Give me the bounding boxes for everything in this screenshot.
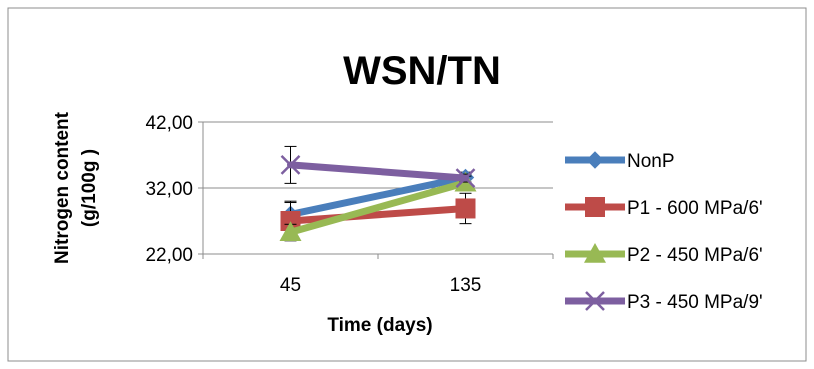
- legend-label: P3 - 450 MPa/9': [627, 292, 763, 313]
- data-point: [280, 155, 301, 175]
- legend-marker: [584, 243, 606, 263]
- legend-marker: [585, 197, 605, 217]
- y-tick-label: 32,00: [145, 179, 193, 200]
- series-3: [280, 145, 476, 188]
- data-point: [279, 221, 302, 242]
- series-layer: [279, 145, 477, 242]
- axis-layer: [198, 121, 554, 259]
- legend-marker: [586, 151, 604, 169]
- y-axis-label-line1: Nitrogen content: [52, 111, 73, 264]
- legend-label: NonP: [627, 151, 675, 172]
- legend: NonP P1 - 600 MPa/6' P2 - 450 MPa/6' P3 - 4…: [565, 151, 763, 313]
- data-point: [280, 211, 301, 231]
- y-tick-label: 42,00: [145, 113, 193, 134]
- chart-title: WSN/TN: [343, 49, 501, 93]
- grid-layer: [203, 121, 553, 189]
- legend-label: P1 - 600 MPa/6': [627, 198, 763, 219]
- chart-border: [7, 7, 807, 362]
- y-tick-label: 22,00: [145, 245, 193, 266]
- data-point: [455, 168, 476, 188]
- x-tick-label: 45: [280, 275, 301, 296]
- tick-label-layer: 22,00 32,00 42,00 45 135: [145, 113, 481, 296]
- legend-item: NonP: [565, 151, 675, 172]
- legend-item: P3 - 450 MPa/9': [565, 291, 763, 313]
- x-tick-label: 135: [450, 275, 482, 296]
- series-line: [287, 173, 469, 218]
- series-line: [287, 161, 469, 182]
- x-axis-label: Time (days): [327, 315, 432, 336]
- series-line: [287, 204, 469, 225]
- series-line: [287, 179, 469, 236]
- legend-marker: [585, 291, 605, 311]
- legend-item: P2 - 450 MPa/6': [565, 243, 763, 266]
- y-axis-label-line2: (g/100g ): [79, 149, 100, 227]
- legend-item: P1 - 600 MPa/6': [565, 197, 763, 219]
- legend-label: P2 - 450 MPa/6': [627, 245, 763, 266]
- data-point: [455, 198, 476, 219]
